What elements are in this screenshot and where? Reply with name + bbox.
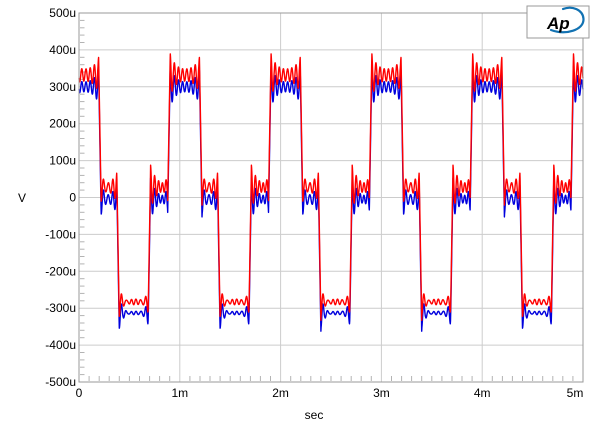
y-tick-label: -100u xyxy=(45,227,76,241)
x-tick-label: 2m xyxy=(272,386,289,400)
x-axis-unit-label: sec xyxy=(305,408,324,422)
y-tick-label: -500u xyxy=(45,375,76,389)
ap-logo-text: Ap xyxy=(546,14,570,33)
y-tick-label: 500u xyxy=(49,6,76,20)
axis-labels: V sec 500u 400u 300u 200u 100u 0 -100u -200u -30… xyxy=(18,6,583,422)
x-tick-label: 0 xyxy=(76,386,83,400)
x-tick-label: 5m xyxy=(567,386,584,400)
y-tick-label: -300u xyxy=(45,301,76,315)
y-tick-label: -400u xyxy=(45,338,76,352)
y-tick-label: 200u xyxy=(49,117,76,131)
y-tick-label: 300u xyxy=(49,80,76,94)
waveform-trace-channel-blue xyxy=(78,65,584,332)
y-tick-label: 400u xyxy=(49,43,76,57)
y-axis-unit-label: V xyxy=(18,191,26,205)
waveform-traces xyxy=(78,53,584,332)
x-tick-label: 3m xyxy=(373,386,390,400)
y-tick-label: 100u xyxy=(49,154,76,168)
y-tick-label: 0 xyxy=(69,191,76,205)
y-tick-label: -200u xyxy=(45,264,76,278)
axis-ticks xyxy=(80,19,574,381)
x-tick-label: 1m xyxy=(171,386,188,400)
waveform-trace-channel-red xyxy=(78,53,584,321)
plot-frame xyxy=(78,12,584,383)
ap-logo: Ap xyxy=(526,5,590,39)
ap-logo-swoosh-icon xyxy=(549,6,585,34)
x-tick-label: 4m xyxy=(474,386,491,400)
